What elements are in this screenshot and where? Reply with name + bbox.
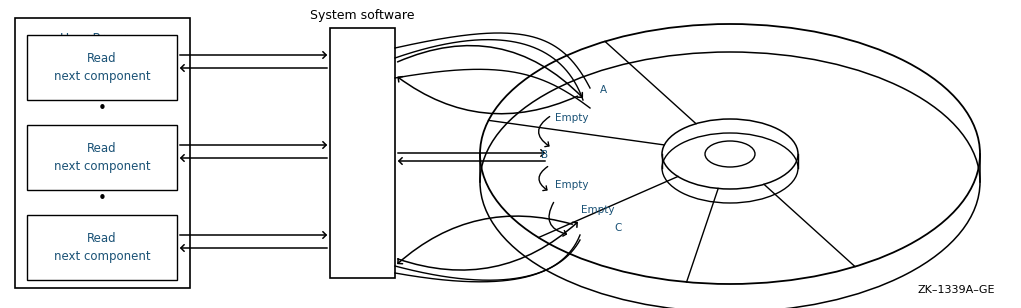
Bar <box>15 18 190 288</box>
Text: Empty: Empty <box>581 205 615 215</box>
Ellipse shape <box>704 141 755 167</box>
Bar <box>27 125 177 190</box>
Text: B: B <box>541 150 548 160</box>
Text: ZK–1339A–GE: ZK–1339A–GE <box>918 285 995 295</box>
Ellipse shape <box>662 119 798 189</box>
Text: User Program: User Program <box>60 32 145 45</box>
Text: System software: System software <box>309 9 415 22</box>
Text: Empty: Empty <box>555 180 589 190</box>
Text: Empty: Empty <box>555 113 589 123</box>
Text: C: C <box>615 223 622 233</box>
Text: Read
next component: Read next component <box>54 232 150 263</box>
Text: Read
next component: Read next component <box>54 142 150 173</box>
Text: •: • <box>98 191 106 205</box>
Bar <box>27 35 177 100</box>
Text: A: A <box>599 85 606 95</box>
Bar <box>330 28 395 278</box>
Text: •: • <box>98 100 106 116</box>
Bar <box>27 215 177 280</box>
Text: Read
next component: Read next component <box>54 52 150 83</box>
